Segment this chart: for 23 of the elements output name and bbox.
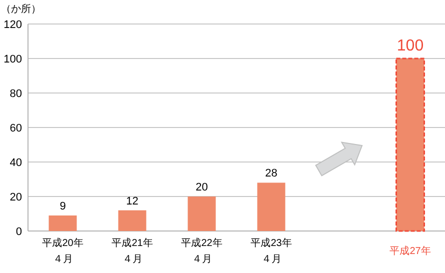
y-tick-label: 80 [10, 88, 22, 100]
y-tick-label: 20 [10, 192, 22, 204]
y-tick-label: 60 [10, 122, 22, 134]
x-tick-label: 平成27年 [390, 244, 431, 259]
y-tick-label: 100 [4, 54, 22, 66]
bar [396, 58, 425, 232]
bar [118, 210, 146, 231]
y-axis-title: （か所） [1, 3, 41, 15]
y-tick-label: 0 [16, 226, 22, 238]
data-label: 28 [265, 168, 278, 180]
x-tick-label: 平成23年４月 [250, 236, 293, 267]
bar [257, 182, 286, 231]
data-label: 9 [60, 200, 66, 212]
data-label: 12 [126, 195, 138, 208]
bar [48, 215, 77, 231]
data-label: 100 [396, 38, 424, 54]
y-tick-label: 40 [10, 157, 22, 169]
y-tick-label: 120 [4, 19, 22, 31]
bar [188, 196, 216, 231]
data-label: 20 [196, 182, 208, 194]
x-tick-label: 平成20年４月 [41, 236, 84, 267]
x-tick-label: 平成21年４月 [110, 236, 154, 267]
x-tick-label: 平成22年４月 [180, 236, 224, 267]
